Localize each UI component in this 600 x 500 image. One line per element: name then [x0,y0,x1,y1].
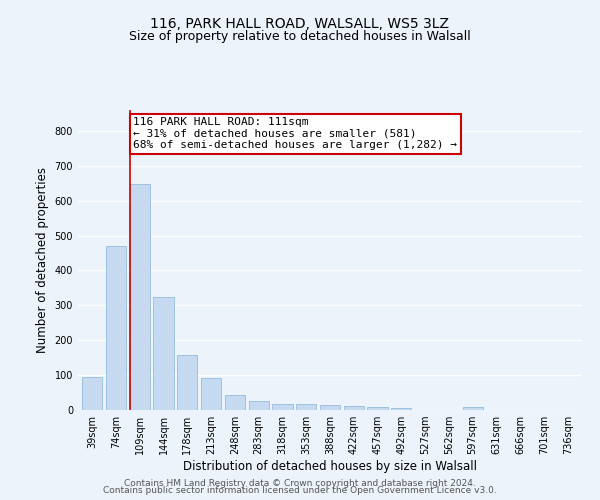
Bar [248,400,269,410]
Bar [367,407,388,410]
Bar [177,355,197,410]
Bar [463,407,483,410]
Bar [154,296,173,410]
Bar [130,184,150,410]
X-axis label: Distribution of detached houses by size in Walsall: Distribution of detached houses by size … [183,460,477,473]
Bar [320,405,340,410]
Text: Contains HM Land Registry data © Crown copyright and database right 2024.: Contains HM Land Registry data © Crown c… [124,478,476,488]
Bar [106,246,126,410]
Text: Contains public sector information licensed under the Open Government Licence v3: Contains public sector information licen… [103,486,497,495]
Bar [82,377,103,410]
Text: Size of property relative to detached houses in Walsall: Size of property relative to detached ho… [129,30,471,43]
Bar [391,408,412,410]
Text: 116 PARK HALL ROAD: 111sqm
← 31% of detached houses are smaller (581)
68% of sem: 116 PARK HALL ROAD: 111sqm ← 31% of deta… [133,117,457,150]
Bar [201,378,221,410]
Y-axis label: Number of detached properties: Number of detached properties [36,167,49,353]
Bar [225,394,245,410]
Bar [272,404,293,410]
Text: 116, PARK HALL ROAD, WALSALL, WS5 3LZ: 116, PARK HALL ROAD, WALSALL, WS5 3LZ [151,18,449,32]
Bar [344,406,364,410]
Bar [296,404,316,410]
